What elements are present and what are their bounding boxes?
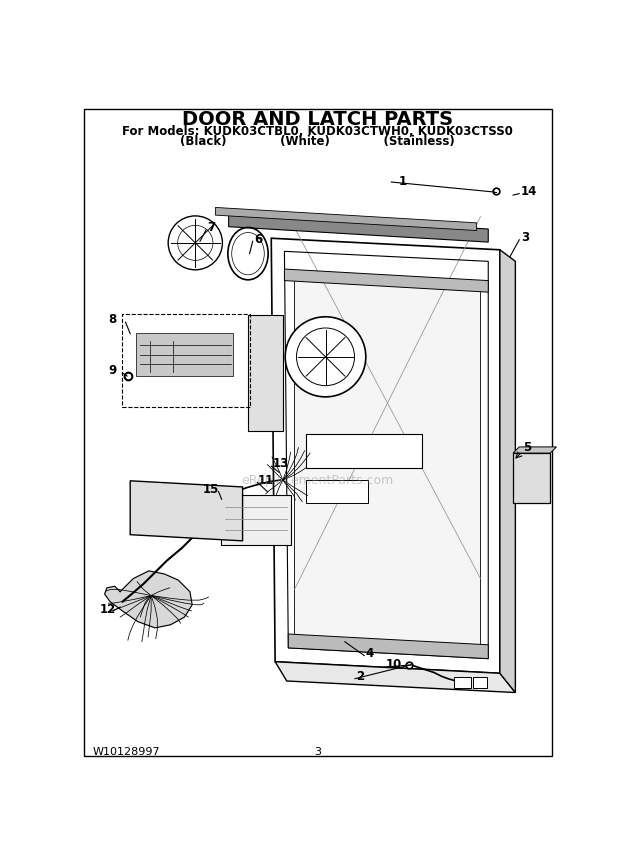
Polygon shape [288, 634, 489, 658]
Bar [306, 434, 422, 468]
Text: 6: 6 [254, 234, 262, 247]
Text: 12: 12 [99, 603, 115, 615]
Polygon shape [294, 275, 480, 648]
Text: W10128997: W10128997 [93, 746, 161, 757]
Circle shape [168, 216, 223, 270]
Text: 7: 7 [208, 221, 216, 234]
Text: (Black)             (White)             (Stainless): (Black) (White) (Stainless) [180, 134, 455, 148]
Bar [472, 677, 487, 688]
Polygon shape [105, 571, 192, 627]
Bar [123, 314, 250, 407]
Text: 3: 3 [314, 746, 321, 757]
Bar [454, 677, 471, 688]
Polygon shape [130, 481, 242, 541]
Text: 8: 8 [108, 313, 117, 326]
Polygon shape [275, 662, 515, 693]
Text: For Models: KUDK03CTBL0, KUDK03CTWH0, KUDK03CTSS0: For Models: KUDK03CTBL0, KUDK03CTWH0, KU… [122, 126, 513, 139]
Polygon shape [216, 207, 477, 230]
Polygon shape [248, 315, 283, 431]
Bar [306, 480, 368, 503]
Text: 10: 10 [386, 658, 402, 671]
Text: 4: 4 [366, 647, 374, 660]
Text: 3: 3 [521, 231, 529, 244]
Text: 2: 2 [356, 670, 365, 683]
Text: 14: 14 [521, 185, 537, 198]
Bar [513, 453, 551, 503]
Bar [136, 333, 233, 376]
Text: 13: 13 [273, 456, 289, 470]
Text: 15: 15 [203, 483, 219, 496]
Polygon shape [285, 269, 489, 292]
Text: 5: 5 [523, 441, 531, 455]
Polygon shape [513, 447, 557, 453]
Text: 11: 11 [258, 473, 274, 486]
Text: 9: 9 [108, 364, 117, 377]
Polygon shape [500, 250, 515, 693]
Text: 1: 1 [399, 175, 407, 187]
Text: DOOR AND LATCH PARTS: DOOR AND LATCH PARTS [182, 110, 453, 129]
Polygon shape [229, 214, 489, 242]
Text: eReplacementParts.com: eReplacementParts.com [242, 473, 394, 486]
Bar [221, 496, 291, 545]
Circle shape [285, 317, 366, 397]
